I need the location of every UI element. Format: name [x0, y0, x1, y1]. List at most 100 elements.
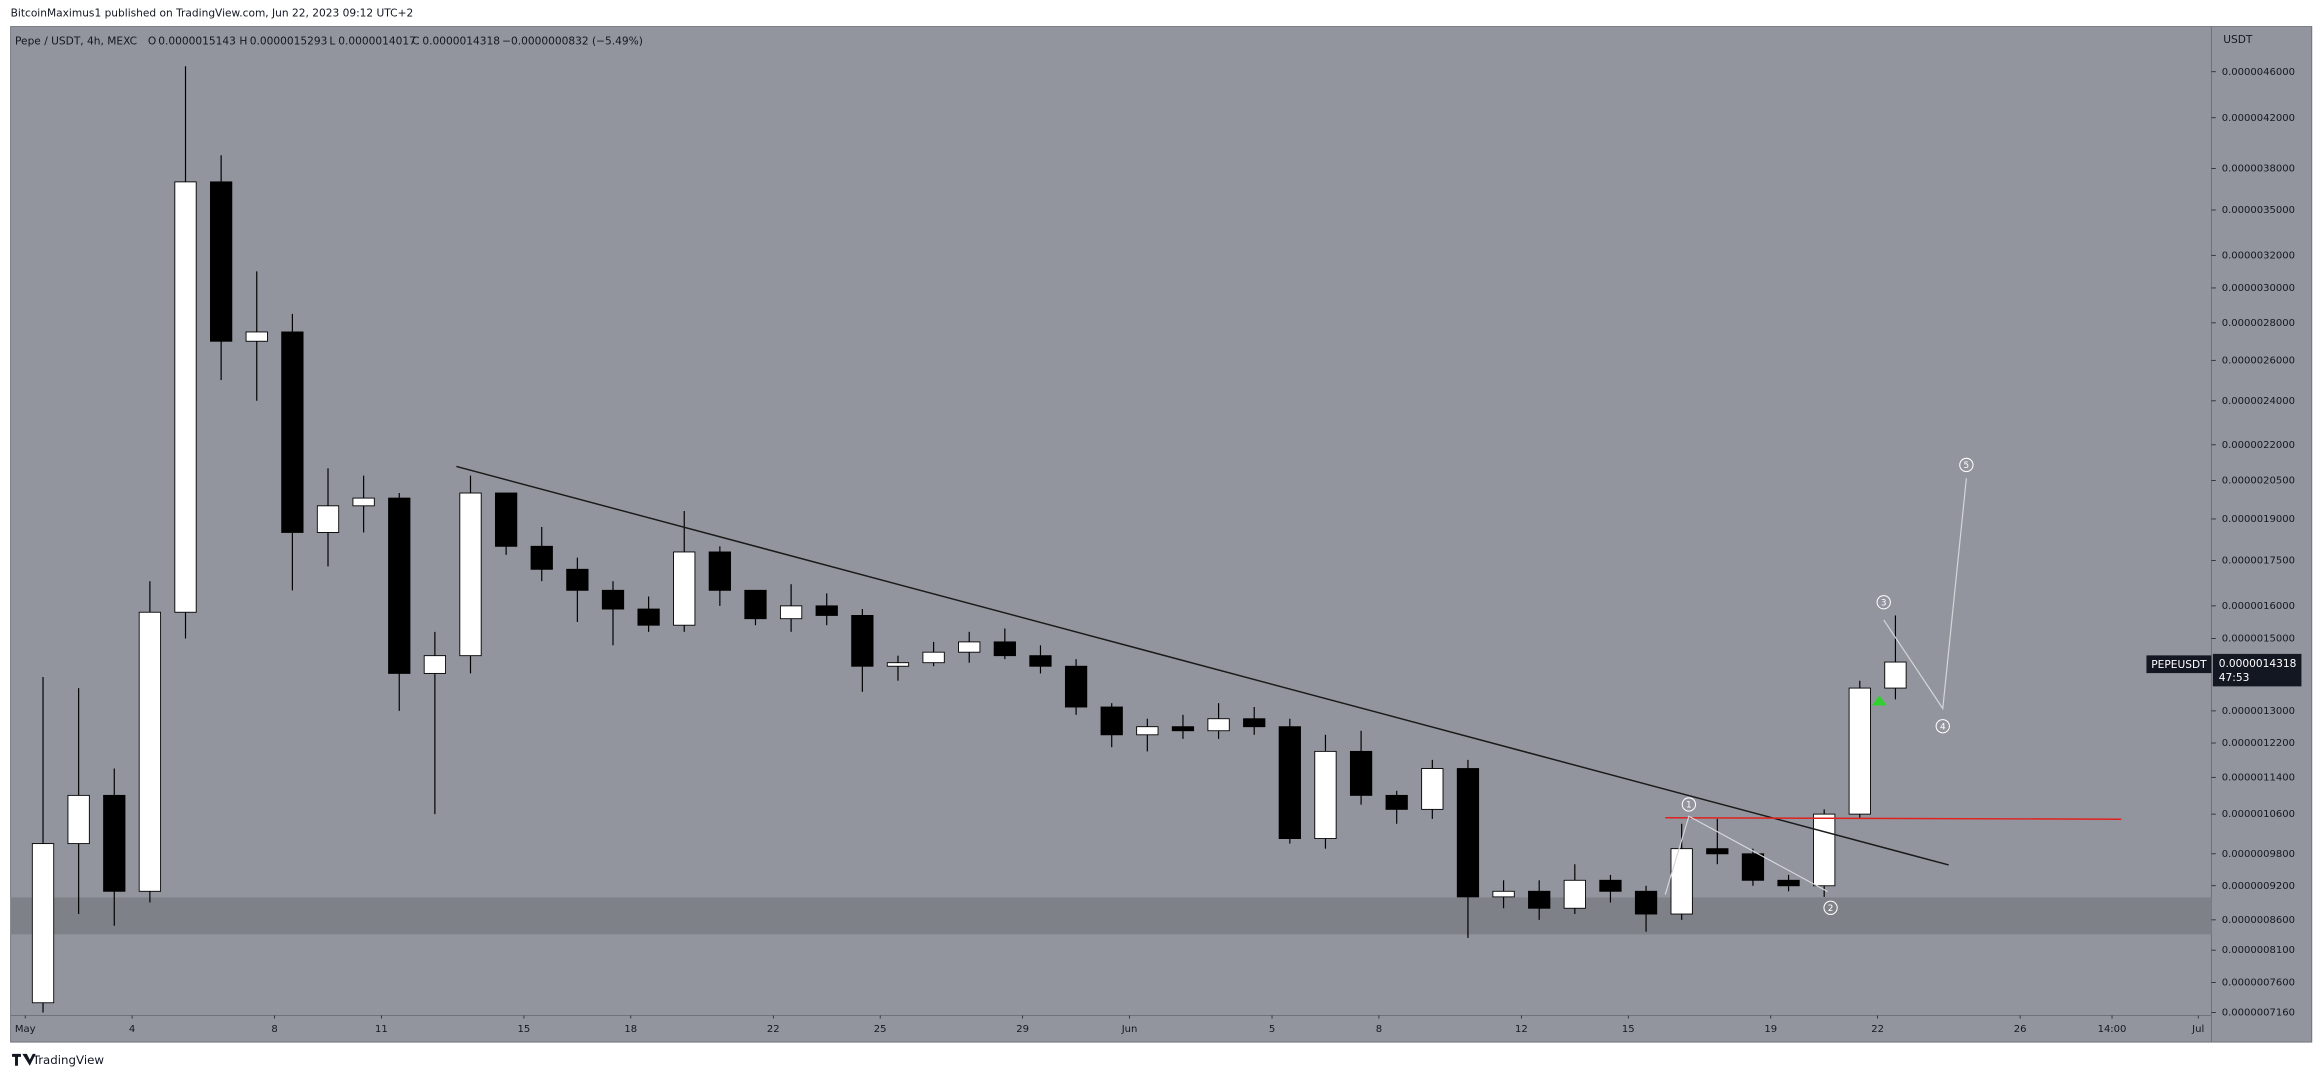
x-tick-label: 29 [1016, 1024, 1029, 1035]
wave-number: 5 [1964, 461, 1970, 471]
y-tick-label: 0.0000009800 [2222, 849, 2295, 860]
wave-label: 2 [1823, 900, 1838, 915]
legend-key: O [148, 34, 156, 47]
candle-body [1100, 706, 1123, 736]
candle-body [673, 551, 696, 626]
candle-body [1385, 794, 1408, 810]
chart-area [10, 26, 2313, 1043]
y-tick-label: 0.0000042000 [2222, 113, 2295, 124]
candle-body [388, 497, 411, 674]
candle-body [922, 651, 945, 664]
y-tick-label: 0.0000032000 [2222, 250, 2295, 261]
x-tick-label: 18 [624, 1024, 637, 1035]
candle-body [281, 331, 304, 533]
wave-number: 2 [1828, 904, 1834, 914]
y-tick-label: 0.0000026000 [2222, 355, 2295, 366]
symbol-title: Pepe / USDT, 4h, MEXC [15, 34, 137, 47]
descending-trendline [456, 465, 1949, 866]
candle-body [1421, 768, 1444, 810]
support-zone [10, 897, 2212, 935]
brand: TradingView [32, 1053, 105, 1067]
x-tick-label: 15 [518, 1024, 531, 1035]
symbol-tag-text: PEPEUSDT [2151, 658, 2207, 671]
wave-label: 4 [1935, 719, 1950, 734]
publisher-line: BitcoinMaximus1 published on TradingView… [11, 6, 414, 19]
x-tick-label: 8 [271, 1024, 277, 1035]
x-tick-label: 11 [375, 1024, 388, 1035]
wave-label: 3 [1876, 595, 1891, 610]
candle-body [1634, 890, 1658, 915]
candle-body [815, 605, 838, 616]
y-tick-label: 0.0000028000 [2222, 318, 2295, 329]
y-tick-label: 0.0000008600 [2222, 915, 2295, 926]
legend-value: 0.0000015293 [250, 34, 328, 47]
candle-body [316, 505, 340, 533]
x-tick-label: 8 [1376, 1024, 1382, 1035]
green-marker [1871, 695, 1887, 706]
x-tick-label: Jul [2191, 1024, 2204, 1035]
x-tick-label: 26 [2014, 1024, 2027, 1035]
price-tag-text: 0.0000014318 [2219, 657, 2297, 670]
candle-body [1064, 665, 1088, 708]
legend-value: 0.0000014017 [338, 34, 416, 47]
y-tick-label: 0.0000019000 [2222, 514, 2295, 525]
wave-number: 3 [1881, 598, 1887, 608]
y-tick-label: 0.0000009200 [2222, 881, 2295, 892]
y-tick-label: 0.0000030000 [2222, 283, 2295, 294]
x-tick-label: 14:00 [2098, 1024, 2127, 1035]
candle-body [601, 589, 625, 610]
x-tick-label: 25 [874, 1024, 887, 1035]
wave-label: 1 [1681, 797, 1697, 812]
countdown-text: 47:53 [2219, 671, 2250, 684]
x-tick-label: 15 [1622, 1024, 1635, 1035]
candle-body [138, 611, 162, 892]
candle-body [494, 492, 518, 547]
candle-body [1492, 890, 1515, 898]
candle-body [1813, 813, 1836, 887]
candle-body [67, 794, 90, 845]
candle-body [566, 568, 589, 591]
candle-body [210, 181, 233, 342]
y-tick-label: 0.0000038000 [2222, 163, 2295, 174]
y-tick-label: 0.0000013000 [2222, 706, 2295, 717]
legend-key: H [239, 34, 247, 47]
price-tag [2212, 653, 2302, 687]
legend-change: −0.0000000832 (−5.49%) [502, 34, 643, 47]
x-tick-label: 5 [1269, 1024, 1275, 1035]
candle-body [530, 545, 553, 570]
candle-body [1706, 848, 1729, 855]
wave-number: 4 [1940, 722, 1946, 732]
candle-body [1314, 750, 1337, 840]
x-tick-label: 19 [1764, 1024, 1777, 1035]
candle-body [1599, 879, 1622, 892]
x-tick-label: May [15, 1024, 36, 1035]
wave-label: 5 [1959, 457, 1974, 473]
candle-body [1884, 661, 1907, 689]
candle-body [744, 589, 767, 620]
candle-body [1278, 726, 1301, 840]
y-tick-label: 0.0000024000 [2222, 396, 2295, 407]
x-tick-label: 4 [129, 1024, 135, 1035]
y-tick-label: 0.0000012200 [2222, 738, 2295, 749]
candle-body [1029, 655, 1052, 667]
candle-body [1456, 768, 1480, 898]
candle-body [1349, 750, 1373, 796]
symbol-tag [2146, 655, 2212, 674]
wave-projection [1883, 478, 1967, 711]
y-tick-label: 0.0000011400 [2222, 772, 2295, 783]
candle-body [423, 655, 447, 674]
candle-body [851, 615, 874, 667]
candle-body [958, 641, 981, 653]
y-tick-label: 0.0000008100 [2222, 945, 2295, 956]
legend-key: C [412, 34, 419, 47]
candle-body [779, 605, 803, 620]
candles [31, 66, 1907, 1013]
candle-body [993, 641, 1016, 657]
wave-path [1664, 815, 1828, 895]
legend-value: 0.0000014318 [422, 34, 500, 47]
y-tick-label: 0.0000022000 [2222, 440, 2295, 451]
candle-body [1670, 848, 1693, 915]
candle-body [886, 662, 910, 667]
candle-body [459, 492, 482, 657]
